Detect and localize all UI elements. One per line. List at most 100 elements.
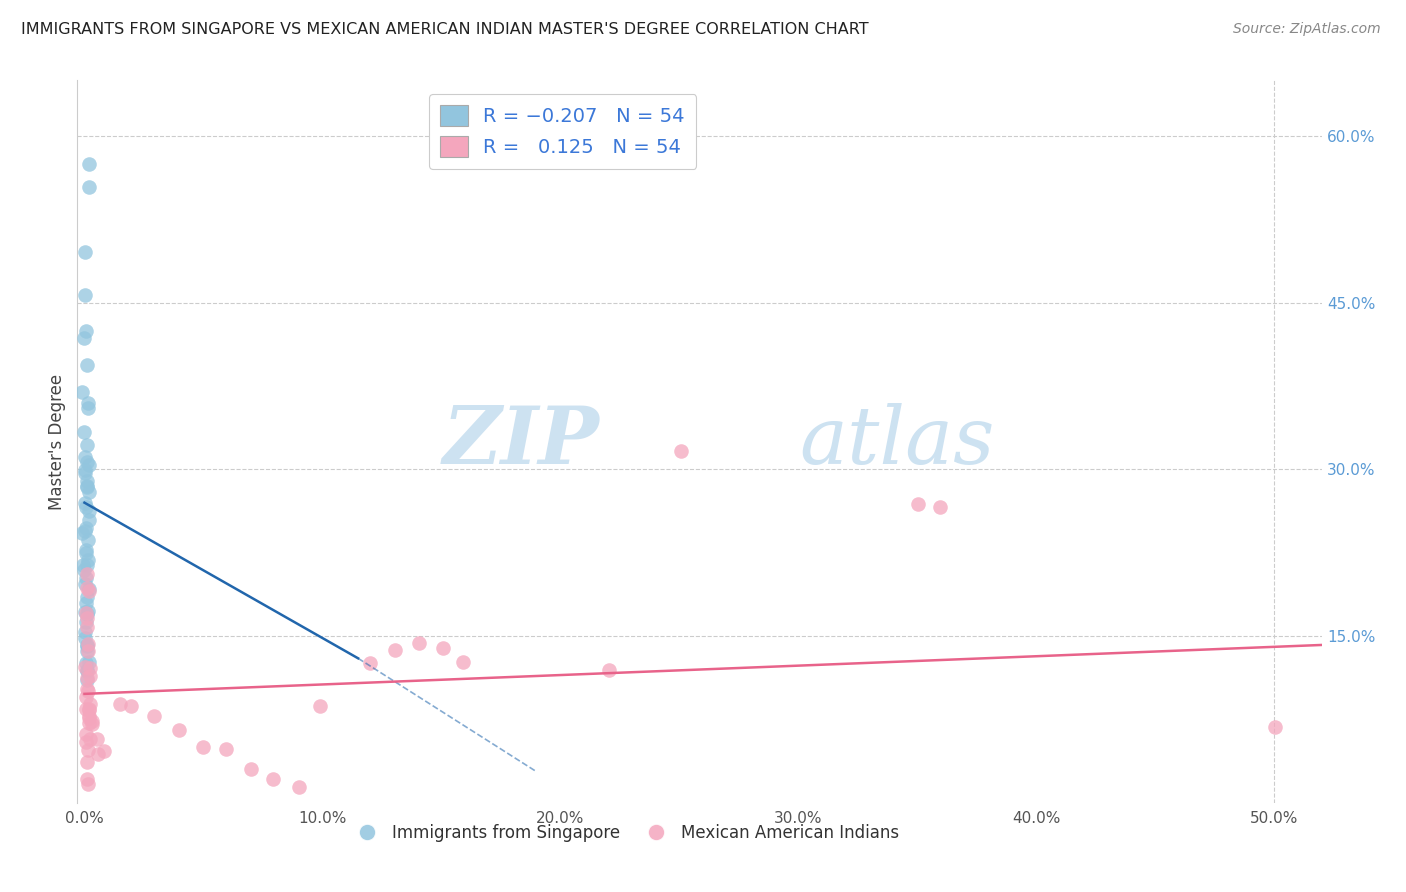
Point <box>76 681 98 696</box>
Point <box>75 615 97 629</box>
Point <box>75 660 97 674</box>
Point <box>287 780 309 795</box>
Point <box>167 723 190 737</box>
Point <box>70 526 93 541</box>
Text: atlas: atlas <box>799 403 994 480</box>
Point <box>73 288 96 302</box>
Point <box>77 637 100 651</box>
Point <box>76 611 98 625</box>
Point <box>75 690 97 704</box>
Point <box>76 755 98 769</box>
Point <box>76 455 98 469</box>
Point <box>75 577 97 591</box>
Point <box>77 709 100 723</box>
Point <box>73 244 96 259</box>
Point <box>87 747 110 761</box>
Point <box>80 717 103 731</box>
Point <box>75 467 97 481</box>
Point <box>75 701 97 715</box>
Point <box>86 731 108 746</box>
Point <box>77 485 100 500</box>
Point <box>76 566 98 581</box>
Point <box>408 636 430 650</box>
Point <box>76 581 98 595</box>
Point <box>72 385 94 400</box>
Point <box>75 571 97 585</box>
Point <box>75 656 97 670</box>
Point <box>215 742 238 756</box>
Point <box>75 450 97 464</box>
Point <box>75 521 97 535</box>
Point <box>75 463 97 477</box>
Text: IMMIGRANTS FROM SINGAPORE VS MEXICAN AMERICAN INDIAN MASTER'S DEGREE CORRELATION: IMMIGRANTS FROM SINGAPORE VS MEXICAN AME… <box>21 22 869 37</box>
Point <box>77 582 100 597</box>
Point <box>76 480 98 494</box>
Point <box>1264 720 1286 734</box>
Point <box>76 742 98 756</box>
Point <box>76 673 98 687</box>
Point <box>75 607 97 621</box>
Point <box>76 401 98 415</box>
Point <box>76 777 98 791</box>
Point <box>76 663 98 677</box>
Point <box>93 744 115 758</box>
Point <box>75 727 97 741</box>
Point <box>384 643 406 657</box>
Point <box>73 624 96 639</box>
Point <box>77 702 100 716</box>
Point <box>73 563 96 577</box>
Point <box>143 709 166 723</box>
Point <box>76 671 98 685</box>
Point <box>108 697 131 711</box>
Y-axis label: Master's Degree: Master's Degree <box>48 374 66 509</box>
Point <box>76 478 98 492</box>
Point <box>239 762 262 776</box>
Point <box>77 655 100 669</box>
Point <box>598 664 620 678</box>
Point <box>77 180 100 194</box>
Point <box>79 731 101 746</box>
Point <box>120 699 142 714</box>
Point <box>669 443 692 458</box>
Point <box>76 603 98 617</box>
Point <box>76 607 98 621</box>
Point <box>75 524 97 538</box>
Point <box>77 584 100 599</box>
Point <box>76 620 98 634</box>
Point <box>77 157 100 171</box>
Point <box>77 513 100 527</box>
Point <box>76 665 98 679</box>
Point <box>75 605 97 619</box>
Point <box>77 533 100 548</box>
Point <box>72 558 94 572</box>
Point <box>75 546 97 560</box>
Point <box>73 496 96 510</box>
Point <box>77 458 100 472</box>
Point <box>75 543 97 558</box>
Point <box>79 669 101 683</box>
Point <box>75 735 97 749</box>
Text: Source: ZipAtlas.com: Source: ZipAtlas.com <box>1233 22 1381 37</box>
Point <box>76 638 98 652</box>
Point <box>309 698 332 713</box>
Point <box>76 644 98 658</box>
Point <box>359 656 381 670</box>
Point <box>79 697 101 711</box>
Point <box>73 330 96 344</box>
Point <box>73 425 96 439</box>
Point <box>76 591 98 605</box>
Point <box>77 553 100 567</box>
Point <box>76 644 98 658</box>
Point <box>75 324 97 338</box>
Point <box>80 714 103 729</box>
Point <box>77 396 100 410</box>
Point <box>76 558 98 572</box>
Point <box>907 497 929 511</box>
Text: ZIP: ZIP <box>443 403 600 480</box>
Point <box>75 500 97 515</box>
Point <box>191 740 214 755</box>
Point <box>76 772 98 787</box>
Point <box>73 631 96 645</box>
Legend: Immigrants from Singapore, Mexican American Indians: Immigrants from Singapore, Mexican Ameri… <box>343 817 907 848</box>
Point <box>77 504 100 518</box>
